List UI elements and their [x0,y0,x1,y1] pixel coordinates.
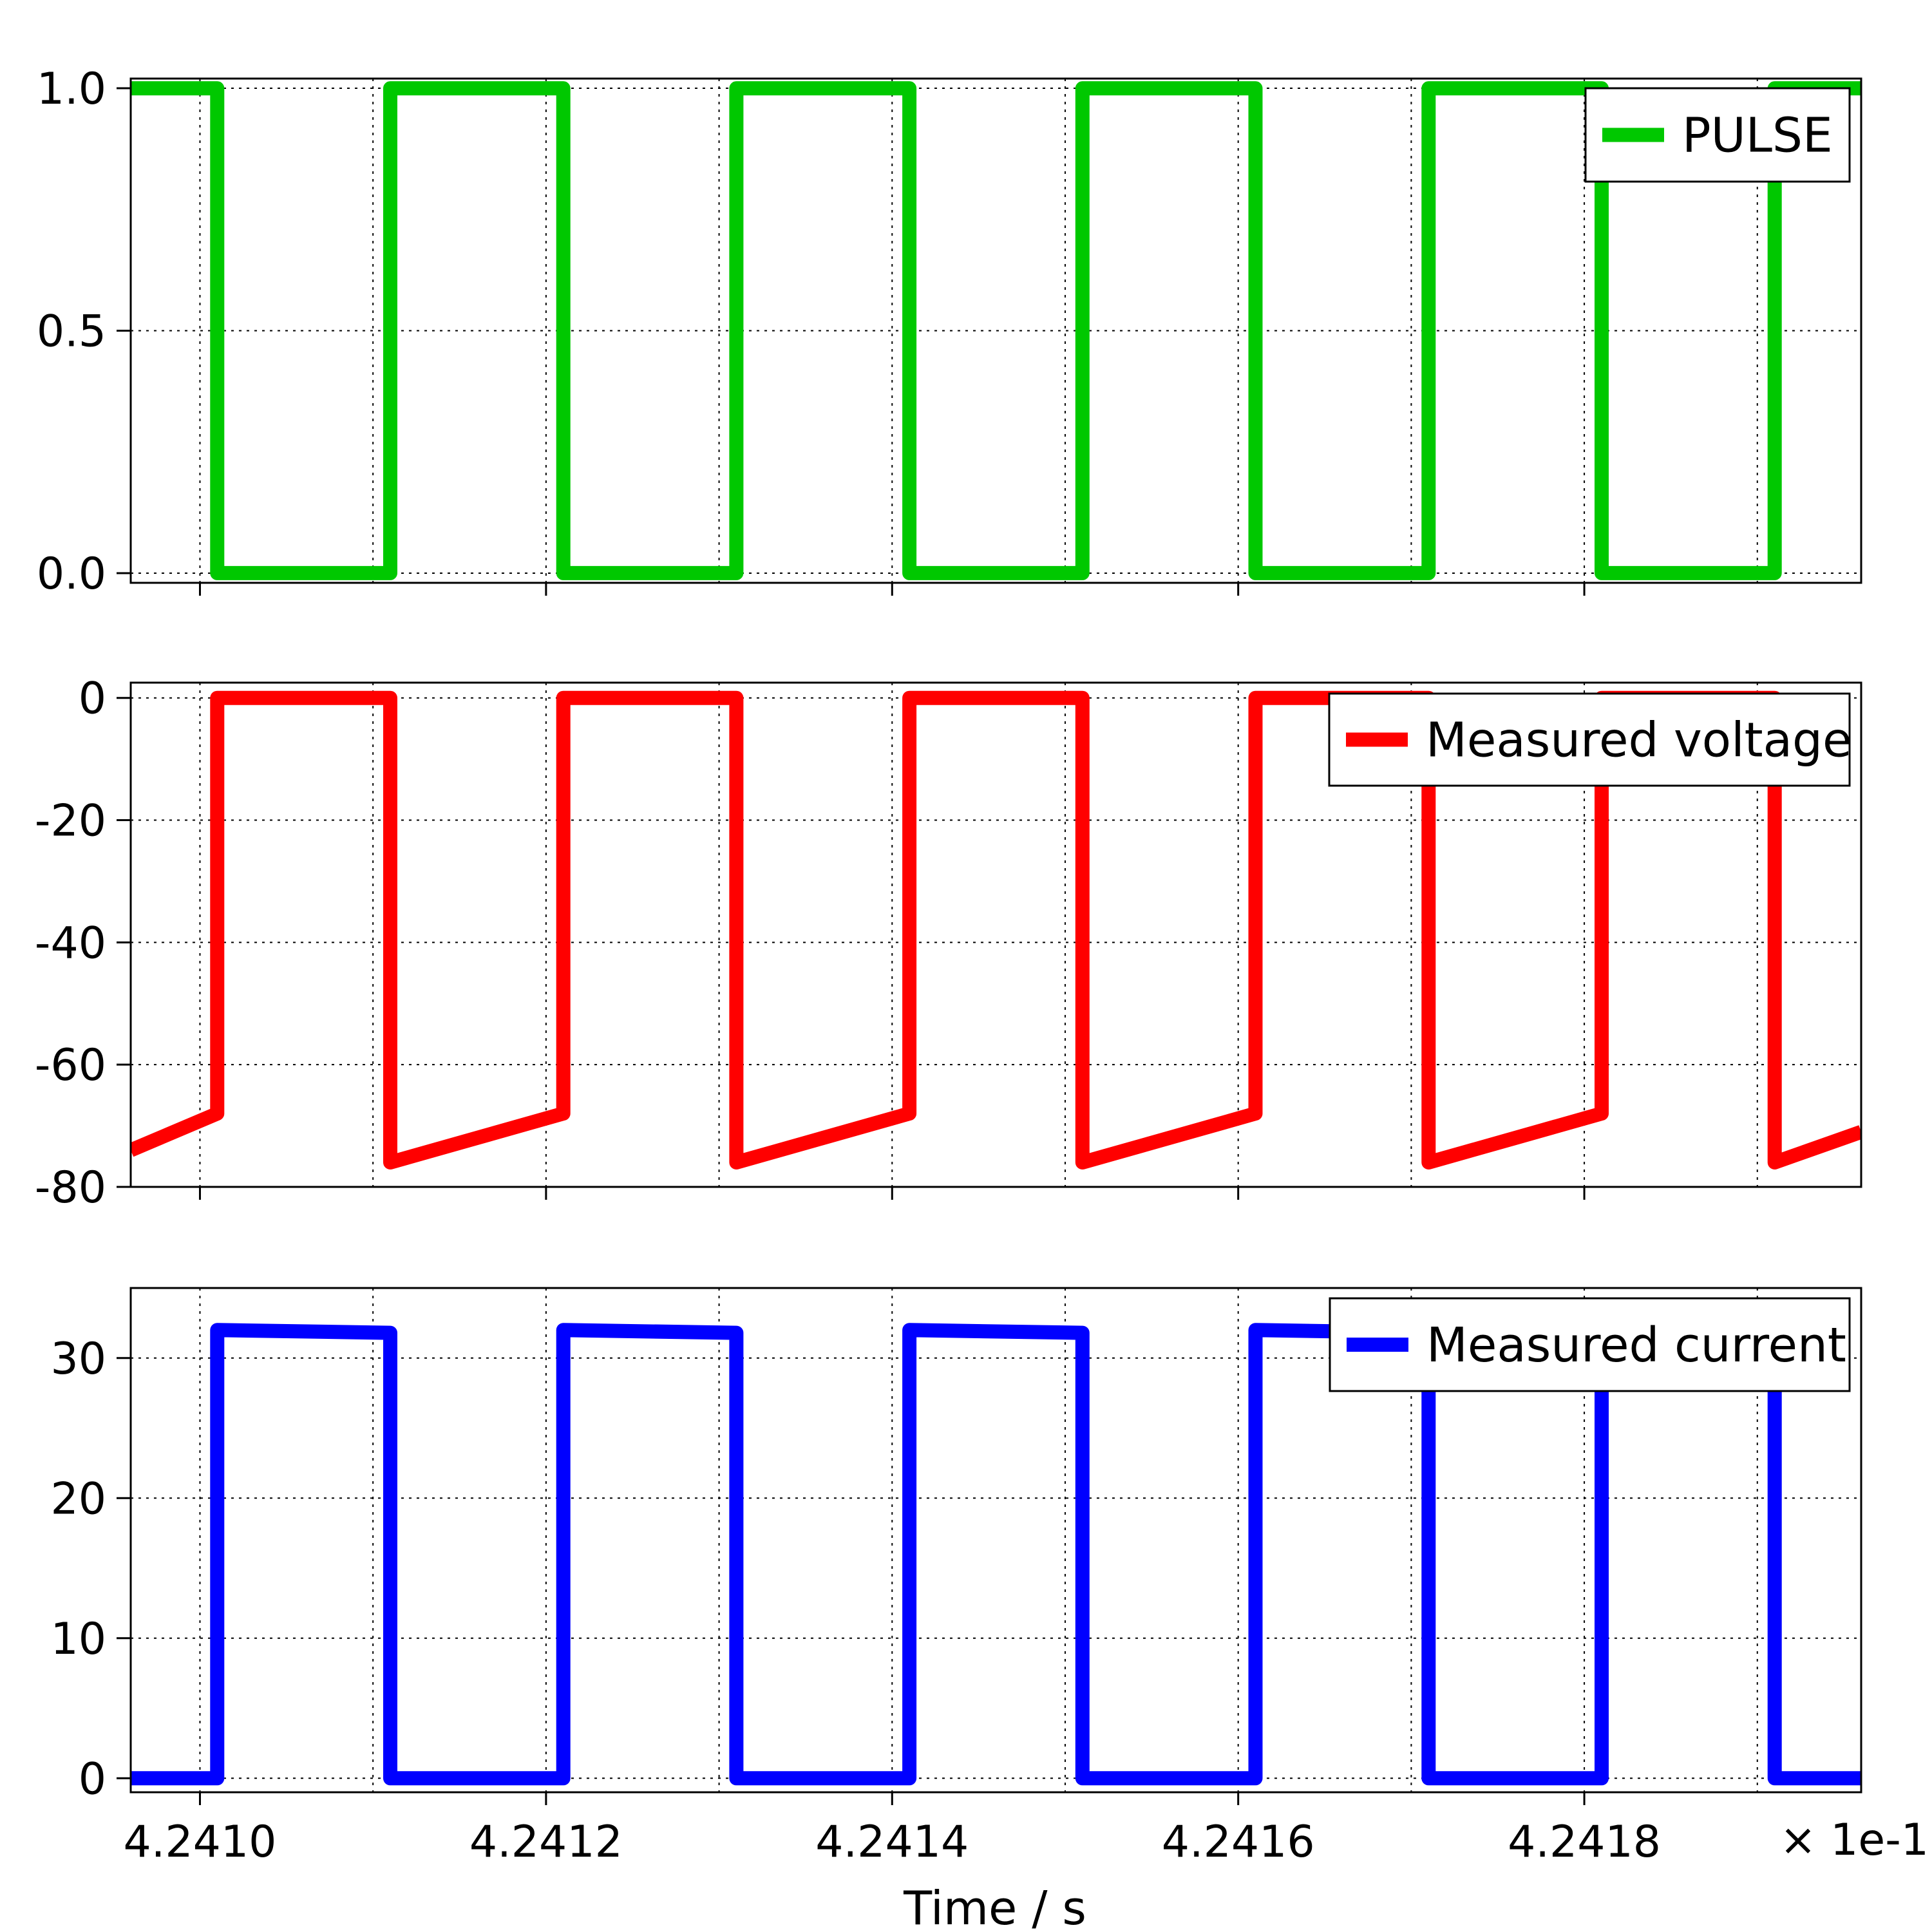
series-line-measured-current [131,1323,1861,1786]
panel-frame [129,1287,1862,1794]
y-tick-label: 0.0 [37,549,106,600]
y-tick-label: -60 [35,1040,106,1091]
legend-box [1329,1297,1851,1392]
panel-frame [129,681,1862,1188]
x-tick-label: 4.2416 [1162,1817,1315,1868]
legend: Measured current [1329,1297,1851,1392]
x-tick-label: 4.2414 [815,1817,969,1868]
legend-label: Measured voltage [1426,713,1852,768]
x-axis-title: Time / s [903,1881,1086,1932]
y-tick-label: 0.5 [37,307,106,357]
legend-label: Measured current [1426,1318,1846,1373]
y-tick-label: 0 [79,1754,106,1804]
y-tick-label: 30 [50,1334,106,1385]
chart-panels: 0.0 0.5 1.0 PULSE 0 -20 -40 -60 -80 Measured volt… [35,64,1862,1805]
y-tick-label: -80 [35,1162,106,1213]
legend: Measured voltage [1328,692,1852,787]
panel-voltage: 0 -20 -40 -60 -80 Measured voltage [35,674,1862,1213]
panel-pulse: 0.0 0.5 1.0 PULSE [37,64,1862,600]
series-line-measured-voltage [131,690,1861,1170]
panel-current: 0 10 20 30 Measured current [50,1287,1862,1805]
y-tick-label: 10 [50,1614,106,1665]
x-axis-offset-label: × 1e-1 [1780,1815,1929,1866]
series-line-pulse [131,81,1861,580]
y-tick-label: -40 [35,918,106,969]
legend-box [1328,692,1851,787]
panel-frame [129,77,1862,584]
legend: PULSE [1584,87,1851,183]
x-axis: × 1e-1 Time / s 4.2410 4.2412 4.2414 4.2416… [124,1815,1929,1932]
y-tick-label: 20 [50,1473,106,1524]
x-tick-label: 4.2410 [124,1817,277,1868]
x-tick-label: 4.2412 [469,1817,623,1868]
x-tick-label: 4.2418 [1508,1817,1661,1868]
y-tick-label: 1.0 [37,64,106,115]
y-tick-label: 0 [79,674,106,724]
y-tick-label: -20 [35,796,106,847]
legend-label: PULSE [1682,108,1833,164]
